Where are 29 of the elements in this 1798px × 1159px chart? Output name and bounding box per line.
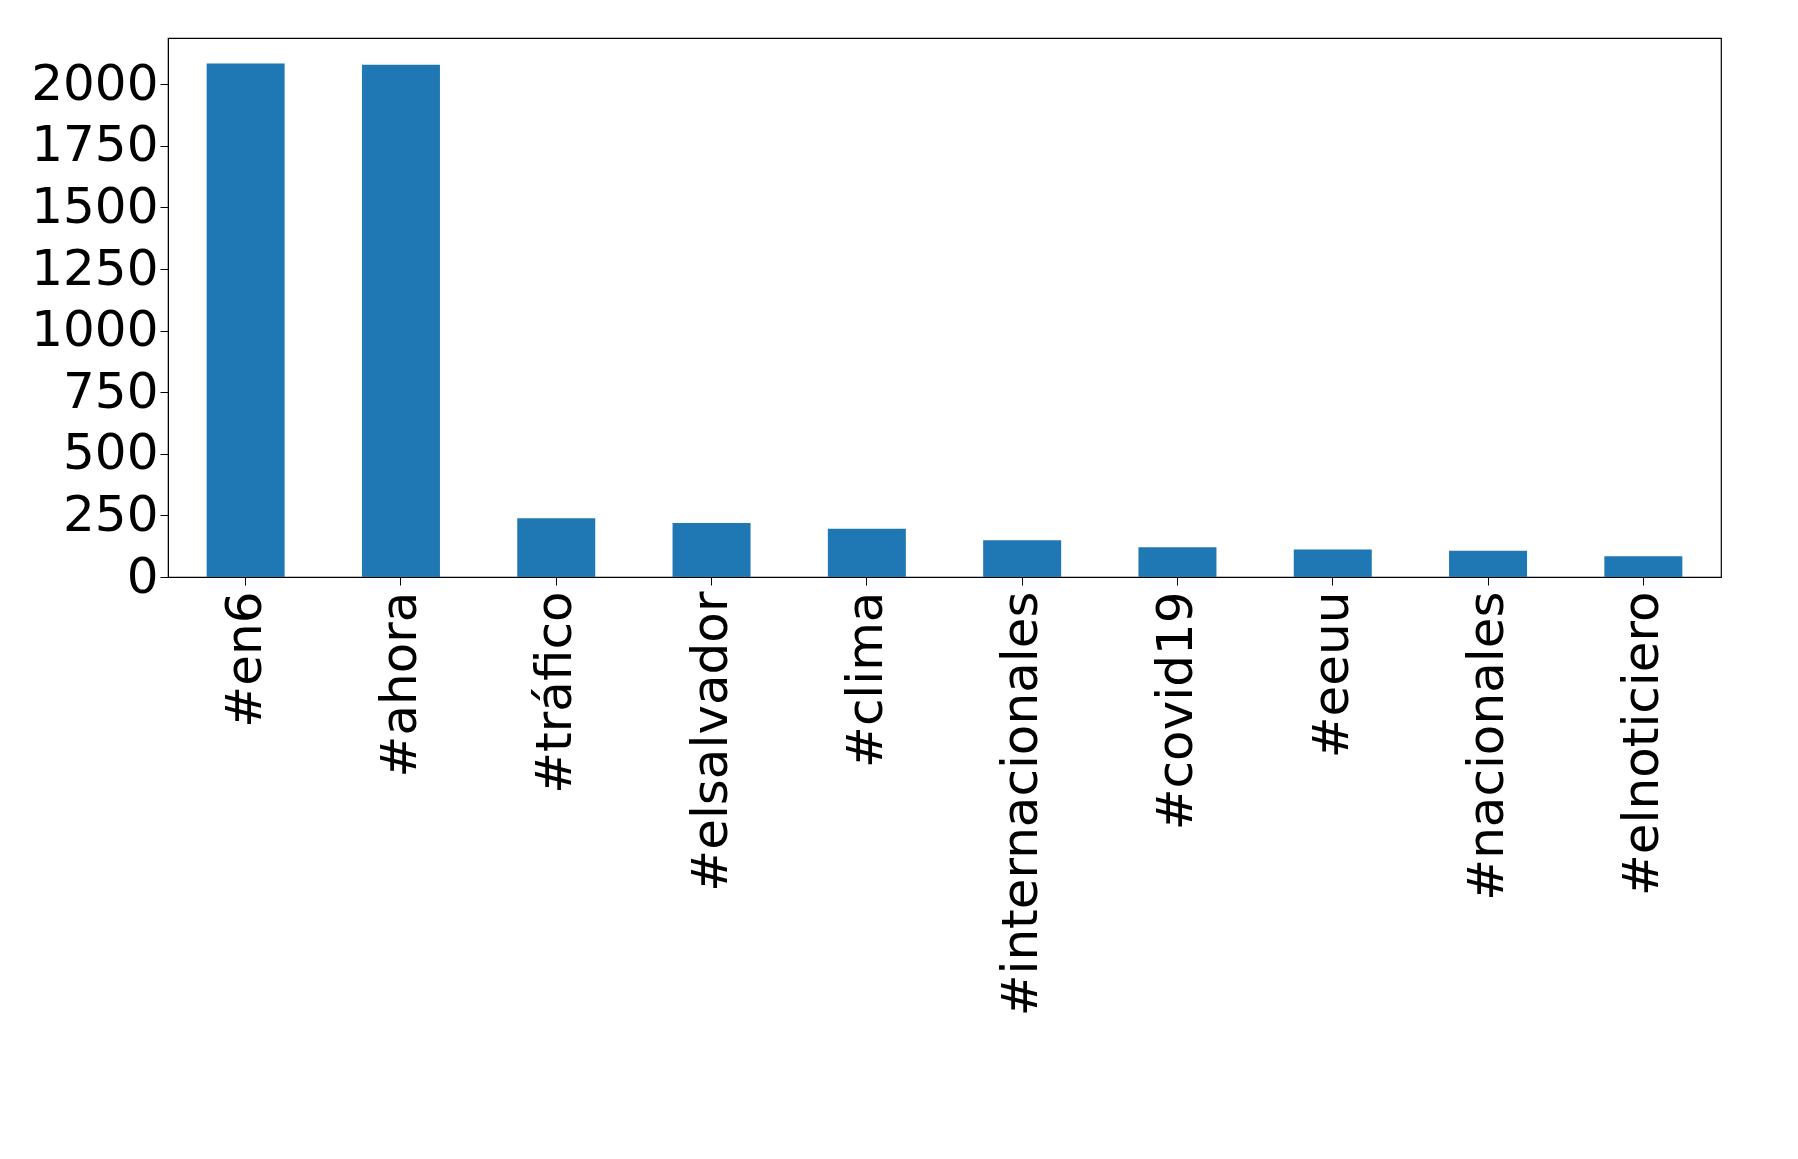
- y-tick-label: 500: [63, 423, 159, 482]
- bar: [517, 518, 596, 577]
- x-tick-label: #ahora: [369, 591, 428, 778]
- y-tick-label: 1500: [31, 176, 159, 235]
- bar: [672, 523, 751, 577]
- bar: [361, 64, 440, 577]
- x-tick-label: #nacionales: [1457, 591, 1516, 901]
- bar: [827, 528, 906, 577]
- x-tick-label: #clima: [835, 591, 894, 769]
- bar: [983, 540, 1062, 577]
- y-tick-label: 250: [63, 484, 159, 543]
- y-tick-label: 1250: [31, 238, 159, 297]
- y-tick-label: 0: [126, 546, 159, 605]
- y-tick-label: 1750: [31, 115, 159, 174]
- bar: [1604, 556, 1683, 577]
- bar: [1449, 550, 1528, 577]
- x-tick-label: #covid19: [1146, 591, 1205, 831]
- x-tick-label: #en6: [214, 591, 273, 728]
- x-tick-label: #elsalvador: [680, 591, 739, 892]
- y-tick-label: 750: [63, 361, 159, 420]
- x-tick-label: #internacionales: [991, 591, 1050, 1017]
- bar: [1293, 549, 1372, 577]
- bar: [206, 63, 285, 577]
- bar: [1138, 547, 1217, 577]
- x-tick-label: #tráfico: [525, 591, 584, 794]
- y-tick-label: 2000: [31, 53, 159, 112]
- x-tick-label: #eeuu: [1301, 591, 1360, 759]
- x-tick-label: #elnoticiero: [1612, 591, 1671, 897]
- y-tick-label: 1000: [31, 300, 159, 359]
